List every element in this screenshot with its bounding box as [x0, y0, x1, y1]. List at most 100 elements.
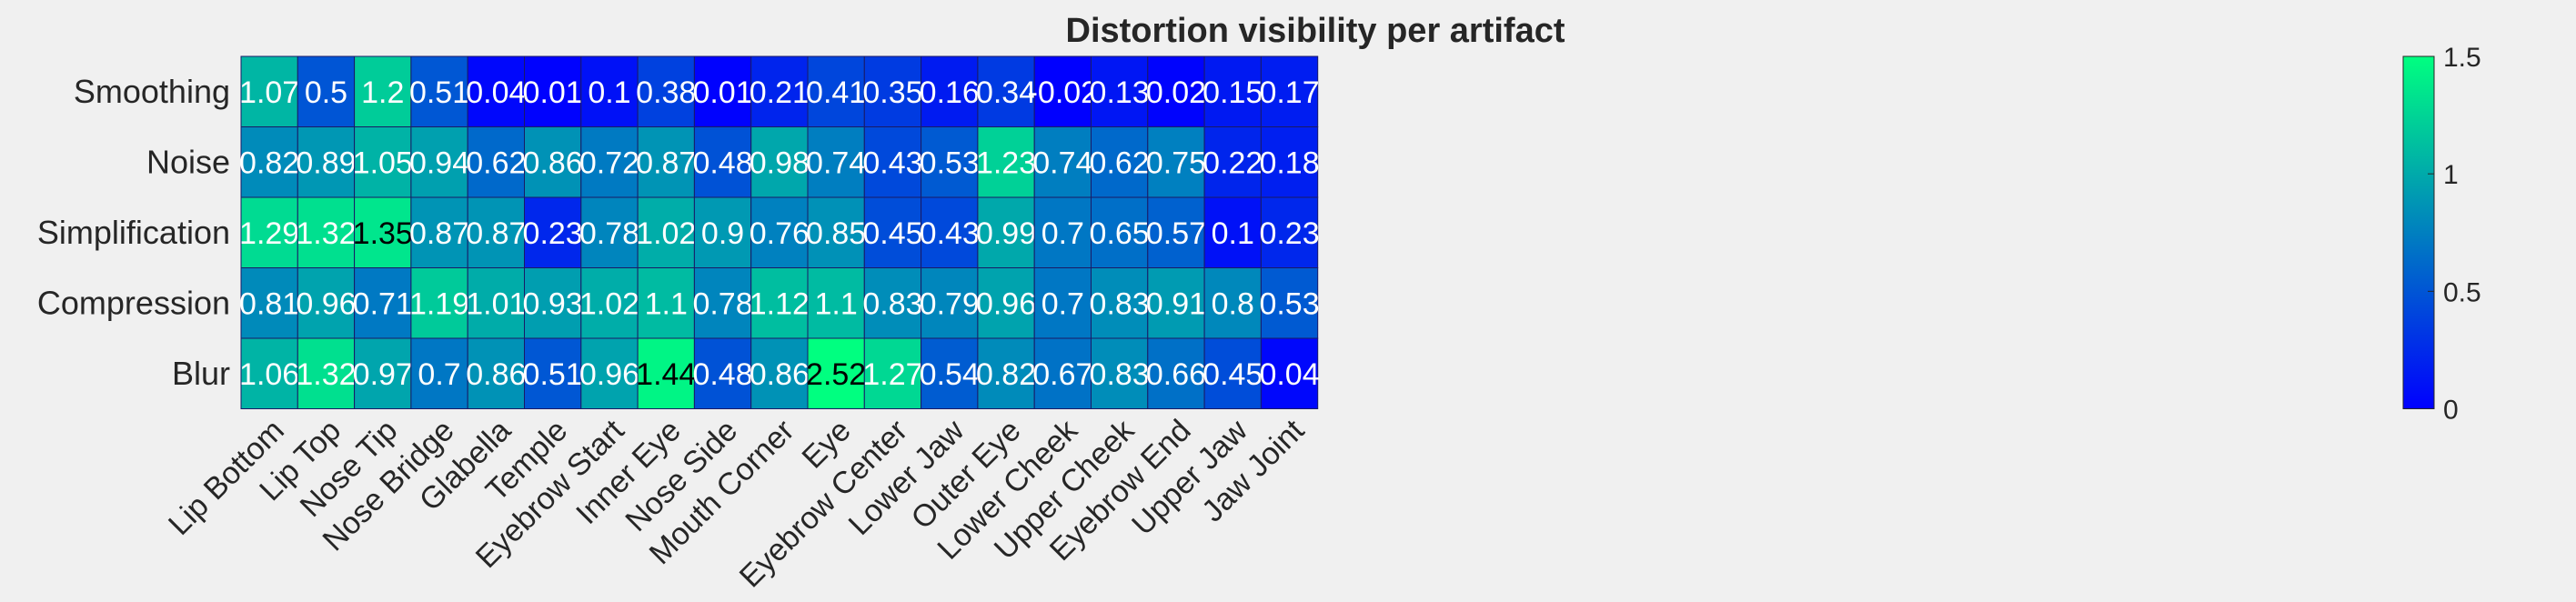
heatmap-cell: [297, 267, 356, 339]
cell-value-label: 2.52: [806, 357, 866, 392]
heatmap-cell: [297, 337, 356, 409]
cell-value-label: 0.89: [296, 145, 356, 180]
cell-value-label: 0.85: [806, 216, 866, 251]
cell-value-label: 0.45: [862, 216, 922, 251]
heatmap-cell: [1091, 267, 1149, 339]
row-label: Simplification: [37, 214, 230, 251]
heatmap-cell: [693, 337, 752, 409]
heatmap-cell: [1203, 55, 1262, 127]
heatmap-cell: [1203, 196, 1262, 268]
cell-value-label: 0.72: [579, 145, 639, 180]
cell-value-label: 0.78: [579, 216, 639, 251]
heatmap-cell: [1033, 267, 1092, 339]
cell-value-label: 0.62: [1090, 145, 1150, 180]
cell-value-label: 1.01: [466, 286, 526, 321]
row-label: Blur: [172, 355, 230, 392]
cell-value-label: 0.5: [305, 75, 347, 110]
heatmap-cell: [524, 337, 582, 409]
heatmap-cell: [1147, 196, 1205, 268]
heatmap-cell: [354, 267, 412, 339]
heatmap-cell: [354, 55, 412, 127]
cell-value-label: 0.86: [750, 357, 810, 392]
cell-value-label: 0.87: [466, 216, 526, 251]
chart-title: Distortion visibility per artifact: [1066, 12, 1565, 50]
heatmap-cell: [750, 267, 809, 339]
heatmap-cell: [240, 55, 298, 127]
heatmap-cell: [354, 196, 412, 268]
heatmap-cell: [977, 55, 1035, 127]
cell-value-label: 0.01: [692, 75, 752, 110]
heatmap-cell: [863, 196, 922, 268]
heatmap-cell: [1033, 55, 1092, 127]
cell-value-label: -0.02: [1028, 75, 1099, 110]
heatmap-cell: [977, 337, 1035, 409]
cell-value-label: 0.15: [1202, 75, 1263, 110]
heatmap-cell: [1147, 126, 1205, 198]
cell-value-label: 0.71: [353, 286, 413, 321]
heatmap-cell: [354, 337, 412, 409]
cell-value-label: 0.7: [418, 357, 460, 392]
cell-value-label: 0.91: [1146, 286, 1206, 321]
heatmap-cell: [354, 126, 412, 198]
cell-value-label: 0.97: [353, 357, 413, 392]
cell-value-label: 1.07: [239, 75, 299, 110]
cell-value-label: 0.23: [1259, 216, 1319, 251]
cell-value-label: 1.23: [976, 145, 1036, 180]
cell-value-label: 0.57: [1146, 216, 1206, 251]
row-labels: Smoothing Noise Simplification Compression B…: [37, 73, 230, 392]
colorbar-gradient: [2402, 55, 2435, 409]
cell-value-label: 0.1: [1212, 216, 1254, 251]
cell-value-label: 0.41: [806, 75, 866, 110]
heatmap-cell: [1033, 337, 1092, 409]
heatmap-cell: [921, 196, 979, 268]
cell-value-label: 0.75: [1146, 145, 1206, 180]
heatmap-cell: [1091, 126, 1149, 198]
cell-value-label: 0.35: [862, 75, 922, 110]
cell-value-label: 0.45: [1202, 357, 1263, 392]
heatmap-cell: [807, 337, 865, 409]
cell-value-label: 0.87: [409, 216, 469, 251]
cell-value-label: 0.17: [1259, 75, 1319, 110]
cell-value-label: 0.83: [1090, 286, 1150, 321]
cell-value-label: 0.96: [579, 357, 639, 392]
heatmap-cell: [1147, 55, 1205, 127]
cell-value-label: 1.06: [239, 357, 299, 392]
heatmap-cell: [750, 337, 809, 409]
heatmap-cells: 1.07 0.5 1.2 0.510.040.01 0.1 0.380.010.210.4…: [239, 55, 1320, 409]
cell-value-label: 0.01: [523, 75, 583, 110]
heatmap-cell: [1147, 337, 1205, 409]
cell-value-label: 1.27: [862, 357, 922, 392]
heatmap-cell: [693, 196, 752, 268]
heatmap-cell: [921, 337, 979, 409]
cell-value-label: 0.66: [1146, 357, 1206, 392]
cell-value-label: 0.82: [239, 145, 299, 180]
cell-value-label: 0.04: [1259, 357, 1319, 392]
cell-value-label: 0.43: [862, 145, 922, 180]
cell-value-label: 0.65: [1090, 216, 1150, 251]
cell-value-label: 1.02: [636, 216, 696, 251]
heatmap-cell: [467, 267, 526, 339]
heatmap-cell: [1260, 55, 1319, 127]
cell-value-label: 0.76: [750, 216, 810, 251]
cell-value-label: 0.9: [701, 216, 744, 251]
cell-value-label: 1.44: [636, 357, 696, 392]
cell-value-label: 0.53: [920, 145, 980, 180]
cell-value-label: 1.2: [361, 75, 404, 110]
cell-value-label: 1.1: [815, 286, 858, 321]
cell-value-label: 0.13: [1090, 75, 1150, 110]
heatmap-cell: [750, 126, 809, 198]
heatmap-cell: [807, 196, 865, 268]
cell-value-label: 0.99: [976, 216, 1036, 251]
heatmap-cell: [524, 196, 582, 268]
cell-value-label: 1.35: [353, 216, 413, 251]
cell-value-label: 0.02: [1146, 75, 1206, 110]
cell-value-label: 0.38: [636, 75, 696, 110]
heatmap-cell: [1203, 337, 1262, 409]
cell-value-label: 0.51: [409, 75, 469, 110]
cell-value-label: 1.02: [579, 286, 639, 321]
heatmap-cell: [750, 55, 809, 127]
cell-value-label: 0.79: [920, 286, 980, 321]
cell-value-label: 0.04: [466, 75, 526, 110]
